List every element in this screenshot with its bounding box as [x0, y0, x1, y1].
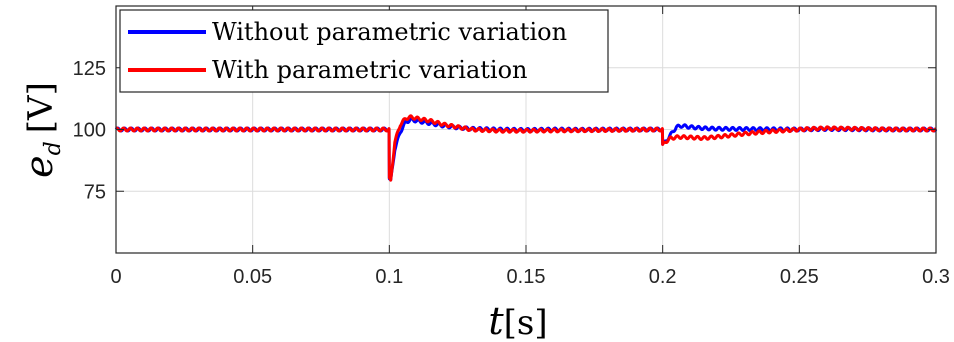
y-axis-unit: [V] [21, 82, 61, 133]
legend-box [119, 9, 609, 93]
x-tick-label: 0 [110, 266, 121, 288]
legend: Without parametric variation With parame… [119, 9, 609, 93]
y-axis-subscript: d [41, 141, 66, 155]
x-axis-unit: [s] [504, 303, 548, 342]
x-tick-label: 0.2 [649, 266, 677, 288]
x-tick-label: 0.15 [507, 266, 546, 288]
x-tick-label: 0.05 [233, 266, 272, 288]
x-tick-label: 0.3 [922, 266, 950, 288]
y-axis-var: e [17, 155, 61, 178]
legend-label-without: Without parametric variation [212, 18, 567, 46]
y-axis-label: ed [V] [17, 82, 66, 178]
y-ticks: 75 100 125 [73, 58, 936, 203]
x-tick-label: 0.1 [375, 266, 403, 288]
y-tick-label: 75 [84, 181, 106, 203]
x-ticks: 0 0.05 0.1 0.15 0.2 0.25 0.3 [110, 6, 950, 288]
x-axis-label: t[s] [488, 299, 547, 342]
x-axis-var: t [488, 299, 504, 342]
y-tick-label: 100 [73, 120, 106, 142]
legend-label-with: With parametric variation [212, 56, 527, 84]
series-line-1 [114, 114, 938, 182]
x-tick-label: 0.25 [780, 266, 819, 288]
series-layer [114, 114, 938, 182]
y-tick-label: 125 [73, 58, 106, 80]
